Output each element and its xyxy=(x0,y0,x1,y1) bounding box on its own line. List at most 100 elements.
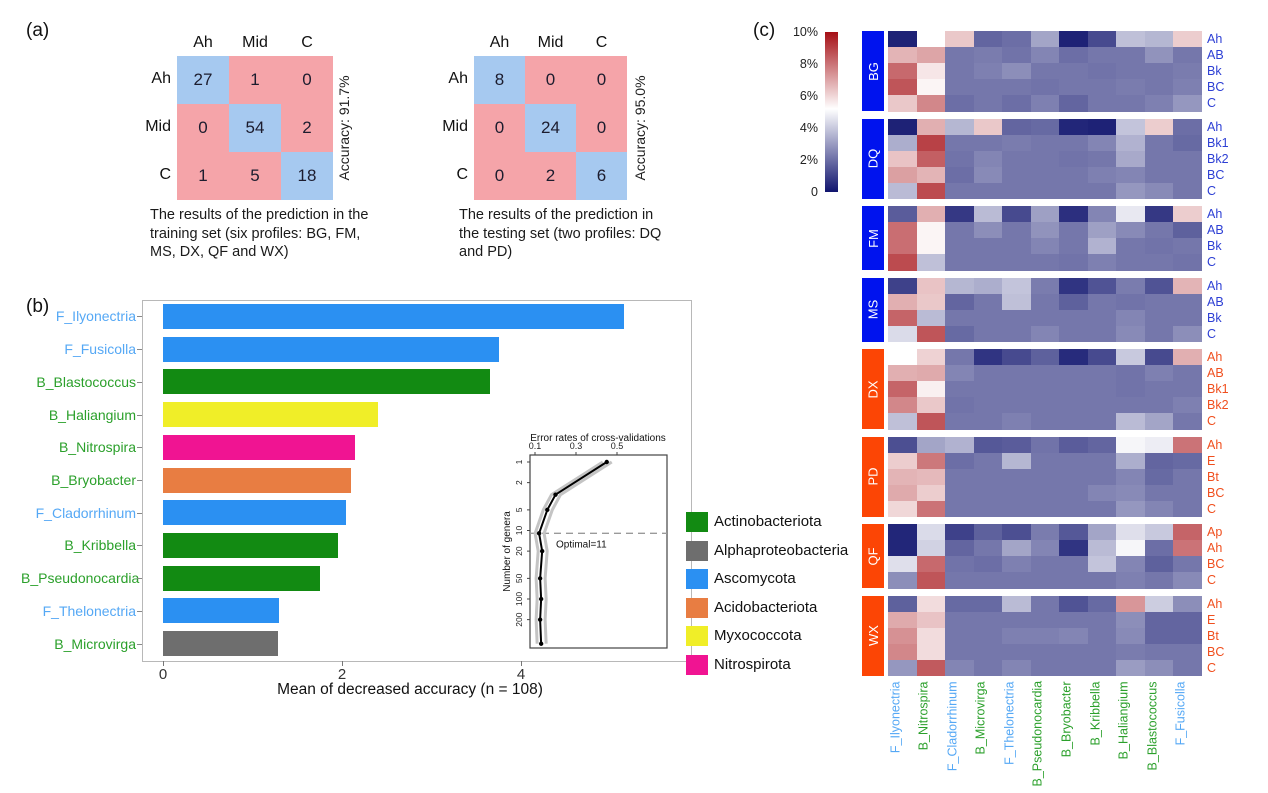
heatmap-row-label: Ah xyxy=(1207,437,1223,452)
heatmap-cell xyxy=(1173,524,1203,541)
heatmap-cell xyxy=(888,365,918,382)
heatmap-cell xyxy=(1002,500,1032,517)
heatmap-cell xyxy=(1144,79,1174,96)
heatmap-cell xyxy=(1087,349,1117,366)
heatmap-cell xyxy=(916,79,946,96)
matrix-row-header: Mid xyxy=(145,118,171,135)
heatmap-cell xyxy=(888,643,918,660)
heatmap-cell xyxy=(1116,595,1146,612)
heatmap-row-label: E xyxy=(1207,453,1216,468)
heatmap-cell xyxy=(1116,349,1146,366)
heatmap-cell xyxy=(1030,31,1060,48)
heatmap-cell xyxy=(1059,643,1089,660)
heatmap-cell xyxy=(1173,222,1203,239)
optimal-annotation: Optimal=11 xyxy=(556,539,607,550)
heatmap-cell xyxy=(1173,484,1203,501)
heatmap-cell xyxy=(1087,47,1117,64)
heatmap-cell xyxy=(1087,397,1117,414)
heatmap-cell xyxy=(1144,524,1174,541)
heatmap-cell xyxy=(945,118,975,135)
heatmap-cell xyxy=(888,500,918,517)
heatmap-cell xyxy=(1059,540,1089,557)
heatmap-cell xyxy=(1116,540,1146,557)
matrix-col-header: C xyxy=(301,34,313,51)
heatmap-cell xyxy=(945,484,975,501)
matrix-cell: 1 xyxy=(177,152,229,200)
bar-B_Microvirga xyxy=(163,631,278,657)
heatmap-cell xyxy=(1030,325,1060,342)
heatmap-cell xyxy=(1087,524,1117,541)
heatmap-cell xyxy=(1116,524,1146,541)
heatmap-cell xyxy=(1002,222,1032,239)
heatmap-cell xyxy=(1030,277,1060,294)
heatmap-cell xyxy=(1030,572,1060,589)
heatmap-cell xyxy=(916,524,946,541)
heatmap-cell xyxy=(945,182,975,199)
heatmap-cell xyxy=(1087,452,1117,469)
heatmap-cell xyxy=(1116,397,1146,414)
heatmap-cell xyxy=(1173,556,1203,573)
heatmap-cell xyxy=(945,436,975,453)
heatmap-cell xyxy=(1173,659,1203,676)
heatmap-cell xyxy=(1002,484,1032,501)
heatmap-cell xyxy=(888,595,918,612)
legend-swatch-Ascomycota xyxy=(686,569,708,590)
heatmap-group-label: BG xyxy=(865,61,881,81)
heatmap-row-label: BC xyxy=(1207,80,1225,94)
heatmap-cell xyxy=(916,254,946,271)
heatmap-cell xyxy=(1087,182,1117,199)
heatmap-cell xyxy=(973,452,1003,469)
heatmap-cell xyxy=(1002,47,1032,64)
heatmap-group-label: DX xyxy=(865,379,881,399)
heatmap-cell xyxy=(1030,381,1060,398)
heatmap-cell xyxy=(888,238,918,255)
matrix-row-header: Ah xyxy=(448,70,468,87)
heatmap-cell xyxy=(1030,150,1060,167)
heatmap-cell xyxy=(888,413,918,430)
heatmap-cell xyxy=(973,79,1003,96)
heatmap-cell xyxy=(1002,293,1032,310)
heatmap-cell xyxy=(888,556,918,573)
bar-F_Thelonectria xyxy=(163,598,280,624)
matrix-cell: 0 xyxy=(525,56,576,104)
heatmap-cell xyxy=(1030,397,1060,414)
heatmap-cell xyxy=(1116,572,1146,589)
heatmap-cell xyxy=(888,166,918,183)
heatmap-cell xyxy=(1144,206,1174,223)
colorbar-tick-label: 8% xyxy=(799,57,818,71)
heatmap-cell xyxy=(1144,611,1174,628)
heatmap-cell xyxy=(888,254,918,271)
heatmap-cell xyxy=(1002,381,1032,398)
matrix-cell: 24 xyxy=(525,104,576,152)
legend-label-Actinobacteriota: Actinobacteriota xyxy=(714,513,822,530)
heatmap-row-label: Ah xyxy=(1207,278,1223,293)
heatmap-cell xyxy=(1059,436,1089,453)
bar-category-label: F_Ilyonectria xyxy=(55,308,136,325)
bar-category-label: F_Thelonectria xyxy=(42,602,136,619)
category-tick xyxy=(137,480,142,481)
heatmap-cell xyxy=(1116,611,1146,628)
inset-y-tick-label: 1 xyxy=(514,459,524,464)
heatmap-cell xyxy=(1144,381,1174,398)
heatmap-colorbar xyxy=(825,32,838,192)
heatmap-cell xyxy=(888,277,918,294)
heatmap-cell xyxy=(888,659,918,676)
matrix-col-header: Ah xyxy=(489,34,510,51)
heatmap-cell xyxy=(1002,595,1032,612)
heatmap-cell xyxy=(1002,659,1032,676)
legend-swatch-Myxococcota xyxy=(686,626,708,647)
heatmap-cell xyxy=(973,293,1003,310)
bar-F_Cladorrhinum xyxy=(163,500,347,526)
matrix-cell: 0 xyxy=(281,56,333,104)
heatmap-cell xyxy=(1030,524,1060,541)
bar-category-label: B_Kribbella xyxy=(64,537,136,554)
heatmap-cell xyxy=(1002,63,1032,80)
heatmap-row-label: C xyxy=(1207,660,1217,675)
heatmap-cell xyxy=(1173,468,1203,485)
heatmap-cell xyxy=(945,556,975,573)
heatmap-cell xyxy=(1173,436,1203,453)
heatmap-cell xyxy=(1059,31,1089,48)
bar-B_Kribbella xyxy=(163,532,338,558)
